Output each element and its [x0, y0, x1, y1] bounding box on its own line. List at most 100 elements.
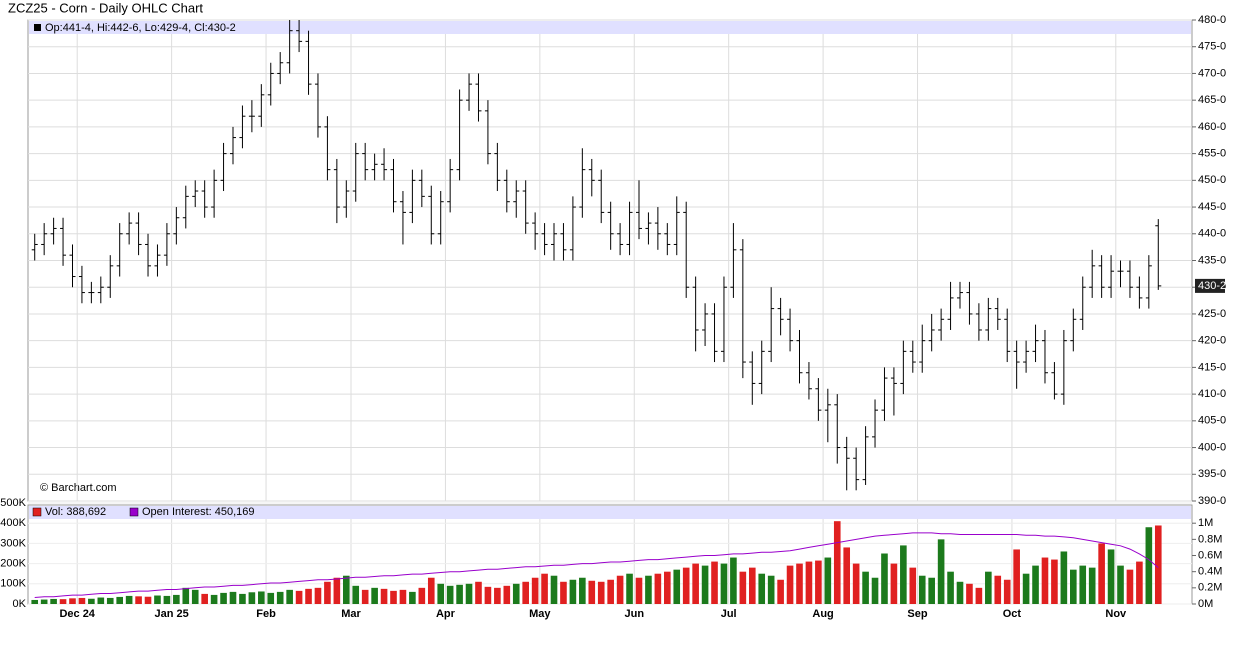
y-tick-label: 420-0 — [1198, 335, 1226, 347]
x-tick-label: Apr — [436, 608, 456, 620]
volume-bar — [692, 563, 699, 604]
legend-swatch — [129, 507, 139, 517]
volume-bar — [97, 597, 105, 604]
volume-bar — [1145, 527, 1153, 604]
volume-bar — [78, 597, 86, 604]
volume-bar — [371, 587, 378, 604]
volume-bar — [352, 585, 360, 604]
y-tick-label: 480-0 — [1198, 14, 1226, 26]
volume-bar — [258, 591, 265, 604]
y2-tick-label: 0M — [1198, 598, 1213, 610]
volume-bar — [324, 581, 331, 604]
last-price-label: 430-2 — [1198, 280, 1226, 292]
volume-bar — [522, 581, 529, 604]
y-tick-label: 475-0 — [1198, 41, 1226, 53]
volume-bar — [1107, 549, 1115, 604]
volume-bar — [1013, 549, 1020, 604]
volume-bar — [588, 580, 596, 604]
volume-bar — [815, 560, 822, 604]
volume-bar — [116, 596, 124, 604]
volume-bar — [1003, 579, 1011, 604]
volume-bar — [484, 586, 492, 604]
volume-bar — [777, 579, 784, 604]
volume-bar — [1060, 551, 1068, 604]
x-tick-label: Jun — [624, 608, 644, 620]
volume-bar — [135, 596, 142, 604]
volume-bar — [40, 599, 48, 604]
y-tick-label: 390-0 — [1198, 495, 1226, 507]
volume-bar — [616, 575, 624, 604]
y-tick-label: 450-0 — [1198, 174, 1226, 186]
y-tick-label: 100K — [0, 578, 26, 590]
volume-bar — [295, 590, 303, 604]
volume-bar — [31, 599, 39, 604]
volume-bar — [456, 584, 463, 604]
volume-bar — [994, 575, 1002, 604]
volume-bar — [909, 567, 917, 604]
x-tick-label: Aug — [812, 608, 833, 620]
volume-bar — [154, 595, 161, 604]
volume-bar — [748, 567, 756, 604]
volume-bar — [512, 583, 520, 604]
y-tick-label: 465-0 — [1198, 94, 1226, 106]
volume-bar — [1032, 565, 1039, 604]
volume-bar — [1136, 561, 1143, 604]
volume-bar — [465, 583, 473, 604]
volume-bar — [50, 598, 57, 604]
y-tick-label: 445-0 — [1198, 201, 1226, 213]
y2-tick-label: 0.4M — [1198, 566, 1222, 578]
volume-bar — [163, 595, 171, 604]
x-tick-label: Jul — [721, 608, 737, 620]
volume-bar — [966, 583, 973, 604]
y-tick-label: 400K — [0, 517, 26, 529]
volume-bar — [446, 585, 454, 604]
volume-bar — [852, 563, 860, 604]
y-tick-label: 470-0 — [1198, 67, 1226, 79]
volume-bar — [173, 594, 180, 604]
ohlc-legend: Op:441-4, Hi:442-6, Lo:429-4, Cl:430-2 — [45, 22, 236, 34]
volume-bar — [182, 587, 190, 604]
volume-bar — [579, 577, 586, 604]
volume-bar — [399, 589, 407, 604]
x-tick-label: Jan 25 — [155, 608, 189, 620]
x-tick-label: Sep — [907, 608, 927, 620]
volume-bar — [654, 573, 662, 604]
volume-bar — [900, 545, 907, 604]
volume-bar — [342, 575, 350, 604]
x-tick-label: May — [529, 608, 551, 620]
volume-bar — [871, 577, 879, 604]
legend-label: Vol: 388,692 — [45, 506, 106, 518]
y-tick-label: 460-0 — [1198, 121, 1226, 133]
y-tick-label: 405-0 — [1198, 415, 1226, 427]
volume-bar — [220, 592, 227, 604]
volume-bar — [550, 575, 558, 604]
volume-bar — [1126, 569, 1134, 604]
legend-swatch — [32, 507, 42, 517]
volume-bar — [1088, 567, 1096, 604]
volume-bar — [88, 598, 95, 604]
volume-bar — [664, 571, 671, 604]
volume-bar — [333, 577, 341, 604]
volume-bar — [1022, 573, 1030, 604]
volume-bar — [144, 596, 152, 604]
volume-bar — [125, 595, 133, 604]
y-tick-label: 440-0 — [1198, 228, 1226, 240]
volume-bar — [1069, 569, 1077, 604]
volume-bar — [833, 521, 841, 604]
legend-swatch — [34, 24, 41, 31]
volume-bar — [106, 597, 114, 604]
y-tick-label: 0K — [13, 598, 27, 610]
volume-bar — [862, 571, 869, 604]
volume-bar — [531, 577, 539, 604]
volume-bar — [758, 573, 766, 604]
volume-bar — [843, 547, 851, 604]
x-tick-label: Feb — [256, 608, 276, 620]
x-tick-label: Nov — [1105, 608, 1127, 620]
y-tick-label: 200K — [0, 558, 26, 570]
volume-bar — [1117, 565, 1124, 604]
y2-tick-label: 0.6M — [1198, 549, 1222, 561]
volume-bar — [1079, 565, 1087, 604]
volume-bar — [418, 587, 426, 604]
y2-tick-label: 1M — [1198, 517, 1213, 529]
